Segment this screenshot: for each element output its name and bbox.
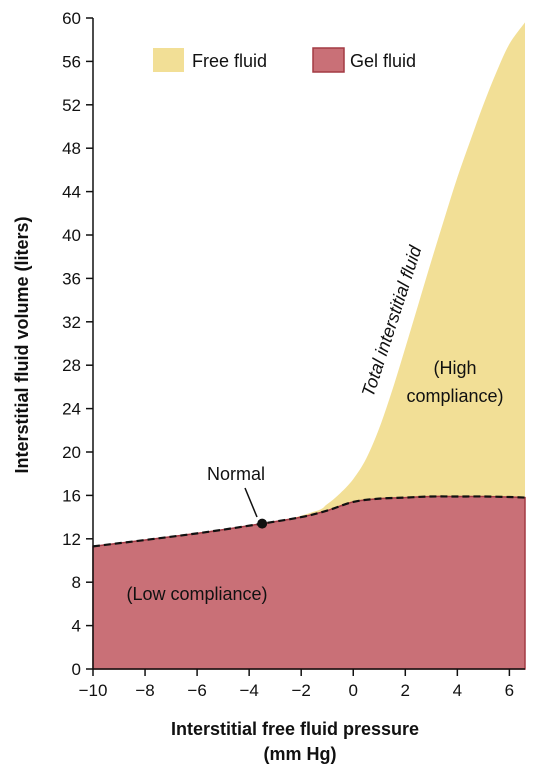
y-tick-label: 60 <box>62 9 81 28</box>
y-tick-label: 0 <box>72 660 81 679</box>
axes-layer <box>92 18 525 670</box>
x-tick-label: −2 <box>291 681 310 700</box>
y-tick-label: 40 <box>62 226 81 245</box>
legend-label-gel-fluid: Gel fluid <box>350 51 416 71</box>
x-tick-label: 0 <box>349 681 358 700</box>
x-axis-title-line1: Interstitial free fluid pressure <box>171 719 419 739</box>
x-tick-label: 2 <box>401 681 410 700</box>
x-tick-label: −6 <box>187 681 206 700</box>
y-tick-label: 52 <box>62 96 81 115</box>
x-tick-label: −10 <box>79 681 108 700</box>
legend-label-free-fluid: Free fluid <box>192 51 267 71</box>
y-tick-label: 8 <box>72 573 81 592</box>
normal-point-marker <box>257 518 268 529</box>
x-tick-label: 6 <box>505 681 514 700</box>
gel-fluid-boundary-line <box>92 495 526 548</box>
y-tick-label: 28 <box>62 356 81 375</box>
y-tick-label: 32 <box>62 313 81 332</box>
x-tick-label: −8 <box>135 681 154 700</box>
y-tick-label: 48 <box>62 139 81 158</box>
y-axis-title: Interstitial fluid volume (liters) <box>12 216 32 473</box>
area-layer <box>92 22 526 670</box>
y-tick-label: 12 <box>62 530 81 549</box>
normal-pointer-line <box>244 487 258 518</box>
y-tick-label: 44 <box>62 183 81 202</box>
y-tick-label: 24 <box>62 400 81 419</box>
high-compliance-label-line2: compliance) <box>406 386 503 406</box>
normal-label: Normal <box>207 464 265 484</box>
high-compliance-label-line1: (High <box>433 358 476 378</box>
x-axis-title-line2: (mm Hg) <box>264 744 337 764</box>
x-axis-ticks: −10 −8 −6 −4 −2 0 2 4 6 <box>79 669 514 700</box>
legend-swatch-gel-fluid <box>312 47 345 73</box>
y-tick-label: 4 <box>72 617 81 636</box>
y-tick-label: 16 <box>62 486 81 505</box>
x-tick-label: 4 <box>453 681 462 700</box>
y-tick-label: 56 <box>62 52 81 71</box>
gel-fluid-area <box>92 495 526 670</box>
y-tick-label: 20 <box>62 443 81 462</box>
legend: Free fluid Gel fluid <box>153 47 416 73</box>
low-compliance-label: (Low compliance) <box>126 584 267 604</box>
x-tick-label: −4 <box>239 681 258 700</box>
legend-swatch-free-fluid <box>153 48 184 72</box>
y-tick-label: 36 <box>62 269 81 288</box>
